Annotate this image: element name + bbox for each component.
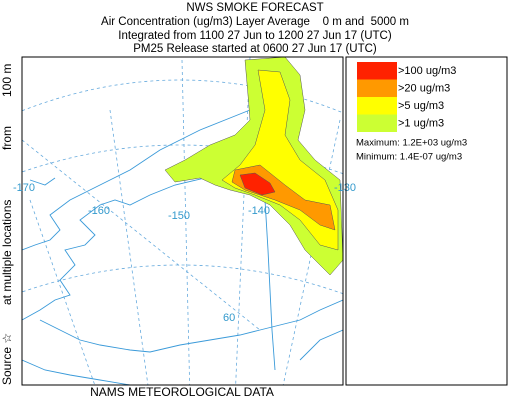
subtitle: PM25 Release started at 0600 27 Jun 17 (…	[133, 43, 377, 55]
legend-frame	[345, 56, 508, 386]
legend-label: >100 ug/m3	[398, 65, 456, 77]
side-label: Source ☆	[0, 333, 14, 385]
maximum: Maximum: 1.2E+03 ug/m3	[356, 138, 467, 149]
side-label: from	[0, 126, 14, 150]
subtitle: Integrated from 1100 27 Jun to 1200 27 J…	[118, 30, 392, 42]
latitude-label: 60	[223, 312, 235, 324]
longitude-label: -160	[88, 205, 110, 217]
side-label: 100 m	[0, 64, 14, 97]
legend-swatch	[357, 97, 397, 115]
longitude-label: -140	[248, 205, 270, 217]
legend-swatch	[357, 114, 397, 132]
title: NWS SMOKE FORECAST	[186, 2, 323, 14]
plume-gt100	[239, 172, 276, 196]
map-frame	[21, 56, 344, 386]
smoke-plume	[164, 57, 343, 276]
subtitle: Air Concentration (ug/m3) Layer Average …	[101, 16, 409, 28]
longitude-label: -150	[168, 210, 190, 222]
footer: NAMS METEOROLOGICAL DATA	[90, 385, 274, 399]
legend-label: >20 ug/m3	[398, 82, 450, 94]
longitude-label: -170	[13, 182, 35, 194]
legend: >100 ug/m3 >20 ug/m3 >5 ug/m3 >1 ug/m3 Maxi…	[345, 56, 508, 386]
longitude-label: -130	[334, 182, 356, 194]
minimum: Minimum: 1.4E-07 ug/m3	[356, 152, 462, 163]
legend-label: >5 ug/m3	[398, 100, 444, 112]
side-label: at multiple locations	[0, 200, 14, 305]
legend-swatch	[357, 62, 397, 80]
legend-label: >1 ug/m3	[398, 117, 444, 129]
map: -170 -160 -150 -140 -130 60 NAMS METEOROLOGIC…	[0, 56, 356, 399]
legend-swatch	[357, 79, 397, 97]
